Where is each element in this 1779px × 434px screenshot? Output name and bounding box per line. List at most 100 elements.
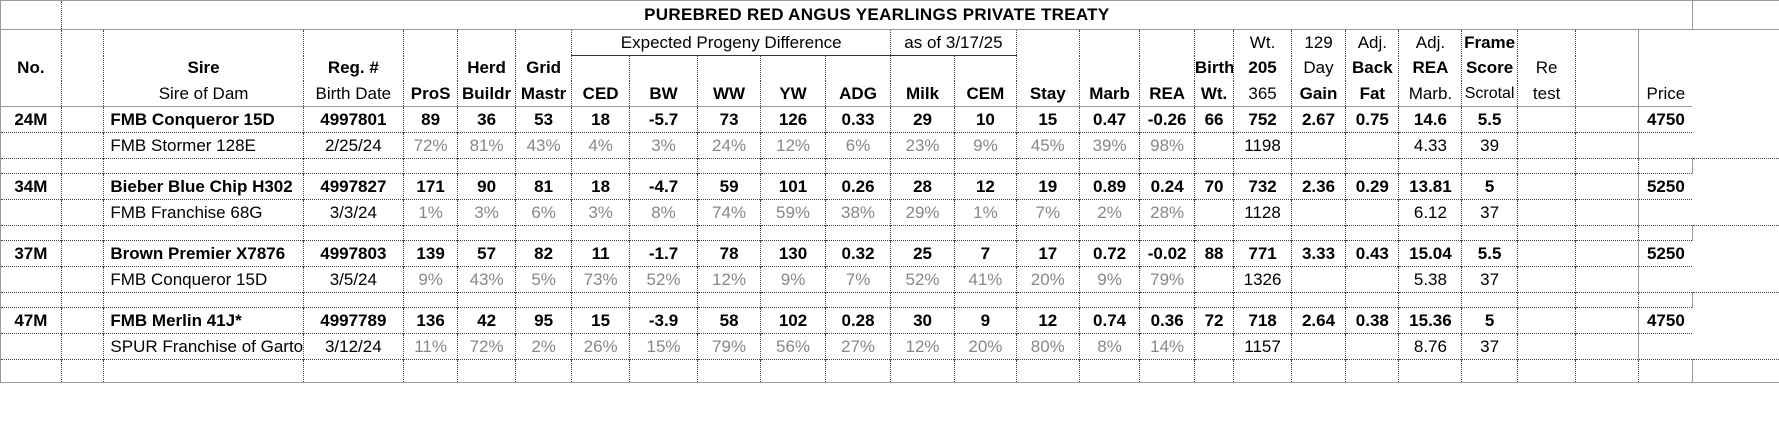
grid-master: 82 — [514, 240, 572, 267]
pct-grid: 6% — [514, 199, 572, 226]
table-subrow: FMB Franchise 68G 3/3/24 1% 3% 6% 3% 8% … — [0, 199, 1779, 226]
price: 4750 — [1638, 307, 1693, 334]
hdr-bw: BW — [628, 81, 698, 107]
pct-rea: 28% — [1139, 199, 1195, 226]
hdr-cem: CEM — [954, 81, 1017, 107]
hdr-fat: Fat — [1345, 81, 1399, 107]
birth-wt: 88 — [1193, 240, 1234, 267]
pct-ced: 3% — [571, 199, 630, 226]
title-row: PUREBRED RED ANGUS YEARLINGS PRIVATE TRE… — [0, 0, 1779, 30]
wt-365: 1157 — [1233, 333, 1292, 360]
rea: 0.24 — [1139, 173, 1195, 200]
pct-milk: 12% — [890, 333, 955, 360]
birth-date: 2/25/24 — [302, 132, 404, 159]
pct-stay: 45% — [1015, 132, 1080, 159]
gain: 3.33 — [1290, 240, 1346, 267]
wt-365: 1326 — [1233, 266, 1292, 293]
pros: 139 — [402, 240, 458, 267]
pct-marb: 8% — [1078, 333, 1140, 360]
pct-adg: 38% — [825, 199, 891, 226]
hdr-yw: YW — [760, 81, 826, 107]
spacer-row — [0, 292, 1779, 308]
spacer-row — [0, 359, 1779, 383]
ww: 78 — [697, 240, 761, 267]
ced: 11 — [571, 240, 630, 267]
pct-marb: 39% — [1078, 132, 1140, 159]
bw: -3.9 — [628, 307, 698, 334]
yw: 102 — [760, 307, 826, 334]
birth-date: 3/12/24 — [302, 333, 404, 360]
wt-365: 1128 — [1233, 199, 1292, 226]
ced: 18 — [571, 106, 630, 133]
gain: 2.36 — [1290, 173, 1346, 200]
sire-of-dam: FMB Conqueror 15D — [103, 266, 304, 293]
sire-name: Bieber Blue Chip H302 — [103, 173, 304, 200]
ced: 15 — [571, 307, 630, 334]
marb-adj: 4.33 — [1398, 132, 1462, 159]
stay: 15 — [1015, 106, 1080, 133]
hdr-marb: Marb — [1078, 81, 1140, 107]
hdr-adj-back: Adj. — [1345, 29, 1399, 56]
as-of-date: as of 3/17/25 — [890, 29, 1017, 56]
birth-date: 3/3/24 — [302, 199, 404, 226]
pct-grid: 5% — [514, 266, 572, 293]
back-fat: 0.29 — [1345, 173, 1399, 200]
pct-marb: 2% — [1078, 199, 1140, 226]
hdr-ced: CED — [571, 81, 630, 107]
birth-date: 3/5/24 — [302, 266, 404, 293]
pct-bw: 52% — [628, 266, 698, 293]
hdr-birth-wt: Wt. — [1193, 81, 1234, 107]
epd-label: Expected Progeny Difference — [571, 29, 891, 56]
hdr-sire-of-dam: Sire of Dam — [103, 81, 304, 107]
table-subrow: FMB Stormer 128E 2/25/24 72% 81% 43% 4% … — [0, 132, 1779, 159]
table-row: 47M FMB Merlin 41J* 4997789 136 42 95 15… — [0, 307, 1779, 334]
animal-no: 37M — [0, 240, 62, 267]
animal-no: 24M — [0, 106, 62, 133]
table-row: 34M Bieber Blue Chip H302 4997827 171 90… — [0, 173, 1779, 200]
hdr-mastr: Mastr — [514, 81, 572, 107]
pct-herd: 43% — [457, 266, 516, 293]
stay: 19 — [1015, 173, 1080, 200]
pros: 171 — [402, 173, 458, 200]
back-fat: 0.43 — [1345, 240, 1399, 267]
herd-builder: 90 — [457, 173, 516, 200]
pct-stay: 80% — [1015, 333, 1080, 360]
hdr-stay: Stay — [1015, 81, 1080, 107]
adg: 0.33 — [825, 106, 891, 133]
ww: 73 — [697, 106, 761, 133]
pct-cem: 41% — [954, 266, 1017, 293]
marb: 0.89 — [1078, 173, 1140, 200]
rea: -0.02 — [1139, 240, 1195, 267]
hdr-rea: REA — [1398, 55, 1462, 81]
wt-205: 752 — [1233, 106, 1292, 133]
pct-pros: 1% — [402, 199, 458, 226]
frame-score: 5.5 — [1461, 240, 1518, 267]
pct-rea: 98% — [1139, 132, 1195, 159]
pct-stay: 7% — [1015, 199, 1080, 226]
pct-yw: 12% — [760, 132, 826, 159]
pct-cem: 20% — [954, 333, 1017, 360]
pct-yw: 9% — [760, 266, 826, 293]
back-fat: 0.38 — [1345, 307, 1399, 334]
pct-yw: 59% — [760, 199, 826, 226]
herd-builder: 36 — [457, 106, 516, 133]
adg: 0.28 — [825, 307, 891, 334]
frame-score: 5 — [1461, 307, 1518, 334]
pros: 89 — [402, 106, 458, 133]
pct-ww: 79% — [697, 333, 761, 360]
hdr-frame: Frame — [1461, 29, 1518, 56]
adg: 0.32 — [825, 240, 891, 267]
ww: 59 — [697, 173, 761, 200]
header-row-3: Sire of Dam Birth Date ProS Buildr Mastr… — [0, 81, 1779, 107]
pct-pros: 72% — [402, 132, 458, 159]
pct-adg: 6% — [825, 132, 891, 159]
pct-ced: 26% — [571, 333, 630, 360]
pct-milk: 29% — [890, 199, 955, 226]
herd-builder: 57 — [457, 240, 516, 267]
marb: 0.47 — [1078, 106, 1140, 133]
marb-adj: 8.76 — [1398, 333, 1462, 360]
pct-adg: 7% — [825, 266, 891, 293]
reg-number: 4997789 — [302, 307, 404, 334]
milk: 25 — [890, 240, 955, 267]
